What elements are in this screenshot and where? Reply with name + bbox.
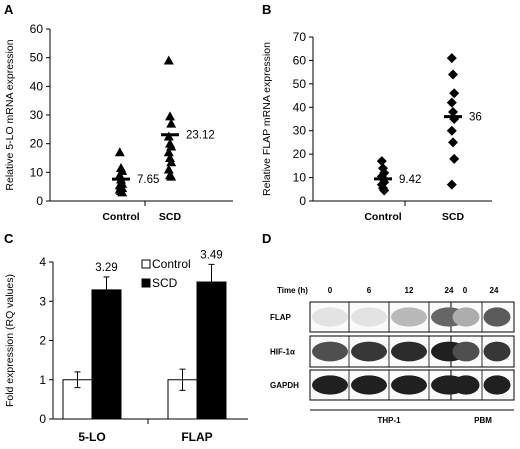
data-point <box>166 118 177 128</box>
x-category-label: 5-LO <box>78 430 105 444</box>
y-tick-label: 0 <box>299 194 306 208</box>
band <box>312 341 348 362</box>
y-axis-title: Fold expression (RQ values) <box>4 274 16 407</box>
band <box>483 341 511 362</box>
y-tick-label: 10 <box>293 171 307 185</box>
mean-label: 36 <box>469 112 482 124</box>
y-tick-label: 70 <box>293 30 307 44</box>
group-label: THP-1 <box>377 416 401 425</box>
y-tick-label: 40 <box>293 100 307 114</box>
time-point: 6 <box>367 286 372 295</box>
y-tick-label: 0 <box>39 412 46 426</box>
data-point <box>165 111 175 121</box>
band <box>483 307 511 327</box>
data-label: 3.29 <box>95 262 117 274</box>
data-point <box>166 157 177 167</box>
data-point <box>376 156 387 167</box>
x-category-label: SCD <box>442 211 465 223</box>
band <box>452 307 480 327</box>
y-tick-label: 4 <box>39 255 46 269</box>
data-point <box>163 164 174 174</box>
time-point: 12 <box>405 286 414 295</box>
y-axis-title: Relative FLAP mRNA expression <box>261 42 273 196</box>
x-category-label: Control <box>364 211 401 223</box>
y-tick-label: 60 <box>30 22 44 36</box>
data-point <box>446 53 457 64</box>
band <box>351 341 387 362</box>
band-label: HIF-1α <box>270 348 295 357</box>
band <box>391 341 427 362</box>
y-tick-label: 2 <box>39 334 46 348</box>
panel-label-A: A <box>4 2 14 17</box>
legend-swatch <box>141 278 151 288</box>
y-tick-label: 50 <box>293 77 307 91</box>
data-point <box>117 187 128 197</box>
data-point <box>166 171 177 181</box>
mean-label: 7.65 <box>137 174 159 186</box>
time-point: 0 <box>463 286 468 295</box>
y-tick-label: 3 <box>39 294 46 308</box>
data-point <box>449 153 460 164</box>
data-point <box>446 125 457 136</box>
y-tick-label: 60 <box>293 53 307 67</box>
y-tick-label: 50 <box>30 51 44 65</box>
panel-label-B: B <box>262 2 271 17</box>
y-tick-label: 20 <box>30 137 44 151</box>
band <box>312 307 348 327</box>
y-tick-label: 1 <box>39 373 46 387</box>
mean-label: 9.42 <box>399 174 421 186</box>
y-tick-label: 0 <box>36 194 43 208</box>
x-category-label: Control <box>102 211 139 223</box>
data-point <box>449 88 460 99</box>
band <box>483 375 511 395</box>
data-point <box>114 147 125 157</box>
panel-label-C: C <box>4 231 14 246</box>
data-point <box>446 97 457 108</box>
data-point <box>448 106 458 117</box>
time-point: 24 <box>490 286 499 295</box>
bar <box>196 281 227 420</box>
data-point <box>163 147 174 157</box>
band <box>351 307 387 327</box>
legend-label: SCD <box>152 276 178 290</box>
data-point <box>379 185 390 196</box>
time-point: 0 <box>328 286 333 295</box>
legend-label: Control <box>152 257 191 271</box>
x-category-label: SCD <box>159 211 182 223</box>
y-tick-label: 20 <box>293 147 307 161</box>
panel-label-D: D <box>262 231 271 246</box>
band <box>312 375 348 395</box>
x-category-label: FLAP <box>181 430 212 444</box>
data-point <box>163 55 174 65</box>
band-label: GAPDH <box>270 381 299 390</box>
y-tick-label: 30 <box>293 124 307 138</box>
y-tick-label: 30 <box>30 108 44 122</box>
bar <box>91 289 122 420</box>
band <box>391 375 427 395</box>
time-point: 24 <box>445 286 454 295</box>
legend-swatch <box>141 259 151 269</box>
mean-label: 23.12 <box>186 130 215 142</box>
band <box>452 375 480 395</box>
time-label: Time (h) <box>277 286 308 295</box>
band <box>452 341 480 362</box>
data-label: 3.49 <box>200 249 222 261</box>
band <box>391 307 427 327</box>
group-label: PBM <box>474 416 492 425</box>
y-tick-label: 40 <box>30 79 44 93</box>
y-tick-label: 10 <box>30 165 44 179</box>
data-point <box>448 69 458 80</box>
band <box>351 375 387 395</box>
y-axis-title: Relative 5-LO mRNA expression <box>4 39 16 190</box>
data-point <box>446 179 457 190</box>
band-label: FLAP <box>270 313 292 322</box>
data-point <box>448 137 458 148</box>
